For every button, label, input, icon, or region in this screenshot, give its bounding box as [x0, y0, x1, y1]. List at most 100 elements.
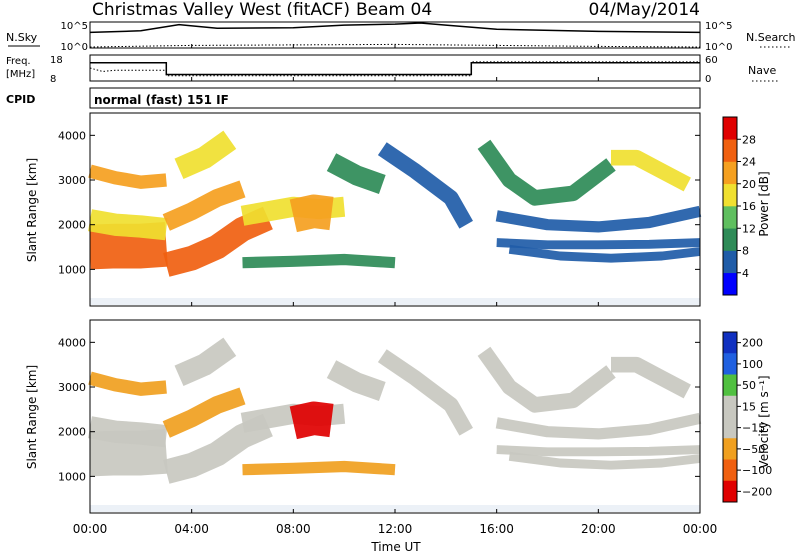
power-colorbar-segment — [723, 228, 737, 251]
velocity-colorbar-segment — [723, 480, 737, 503]
freq-tick-bottom: 8 — [50, 74, 56, 85]
echo-band-12 — [611, 149, 691, 192]
ytick-label: 1000 — [58, 470, 86, 483]
echo-band-0 — [89, 222, 168, 270]
velocity-colorbar: 200 100 50 15 −15 −50 −100 −200 Velocity [m s⁻¹… — [722, 331, 772, 503]
power-colorbar-segment — [723, 161, 737, 185]
sky-search-panel: N.Sky 10^5 10^0 10^5 10^0 N.Search — [6, 21, 796, 53]
power-colorbar-tick-label: 16 — [742, 200, 756, 213]
date-title: 04/May/2014 — [589, 0, 701, 20]
power-colorbar-segment — [723, 139, 737, 162]
velocity-colorbar-tick-label: 15 — [742, 400, 756, 413]
echo-band-10 — [377, 142, 473, 229]
echo-band-9 — [326, 360, 386, 401]
velocity-colorbar-tick-label: −50 — [742, 443, 765, 456]
echo-band-5 — [174, 130, 237, 180]
power-colorbar-tick-label: 12 — [742, 222, 756, 235]
echo-band-3 — [163, 413, 273, 484]
velocity-colorbar-tick-label: −15 — [742, 422, 765, 435]
freq-label: Freq. — [6, 56, 31, 67]
near-range-noise — [90, 298, 700, 305]
series-nave-line — [89, 61, 700, 77]
nsearch-label: N.Search — [746, 31, 796, 44]
station-title: Christmas Valley West (fitACF) — [92, 0, 350, 20]
echo-band-13 — [495, 205, 702, 233]
nsky-tick-bottom: 10^0 — [61, 42, 88, 53]
ytick-label: 1000 — [58, 263, 86, 276]
xtick-label: 20:00 — [581, 522, 616, 536]
velocity-colorbar-segment — [723, 459, 737, 482]
nsky-tick-top: 10^5 — [61, 21, 88, 32]
power-colorbar-label: Power [dB] — [757, 171, 771, 236]
velocity-colorbar-segment — [723, 353, 737, 375]
echo-band-11 — [477, 346, 616, 413]
velocity-colorbar-frame — [722, 331, 738, 503]
echo-band-1 — [88, 416, 168, 448]
echo-band-15 — [508, 244, 701, 263]
power-colorbar-segment — [723, 117, 737, 140]
echo-band-2 — [88, 164, 167, 189]
echo-band-14 — [496, 445, 701, 457]
power-colorbar-tick-label: 20 — [742, 178, 756, 191]
power-colorbar-tick-label: 28 — [742, 133, 756, 146]
echo-band-0 — [89, 429, 168, 477]
power-ylabel: Slant Range [km] — [25, 158, 39, 262]
freq-tick-top: 18 — [50, 55, 63, 66]
power-colorbar-segment — [723, 183, 737, 207]
echo-band-15 — [508, 451, 701, 470]
echo-band-3 — [163, 206, 273, 277]
echo-band-10 — [377, 349, 473, 436]
echo-band-1 — [88, 209, 168, 241]
velocity-colorbar-tick-label: 50 — [742, 379, 756, 392]
nsearch-tick-bottom: 10^0 — [705, 42, 732, 53]
echo-band-7 — [242, 460, 396, 476]
echo-band-4 — [162, 387, 246, 438]
velocity-ylabel: Slant Range [km] — [25, 365, 39, 469]
velocity-colorbar-segment — [723, 438, 737, 460]
ytick-label: 2000 — [58, 219, 86, 232]
ytick-label: 4000 — [58, 129, 86, 142]
power-colorbar-tick-label: 24 — [742, 156, 756, 169]
power-colorbar: 28 24 20 16 12 8 4 Power [dB] — [722, 116, 771, 296]
series-nsky-line — [89, 22, 701, 34]
echo-band-5 — [174, 337, 237, 387]
power-colorbar-segment — [723, 272, 737, 296]
velocity-colorbar-segment — [723, 332, 737, 354]
velocity-colorbar-segment — [723, 395, 737, 418]
power-panel: Slant Range [km] 4000 3000 2000 1000 — [25, 112, 702, 307]
echo-band-2 — [88, 371, 167, 396]
xtick-label: 08:00 — [276, 522, 311, 536]
echo-band-14 — [496, 238, 701, 250]
xtick-label: 00:00 — [73, 522, 108, 536]
velocity-colorbar-label: Velocity [m s⁻¹] — [757, 375, 771, 468]
velocity-colorbar-segment — [723, 417, 737, 439]
velocity-panel: Slant Range [km] 4000 3000 2000 1000 — [25, 319, 702, 514]
beam-title: Beam 04 — [356, 0, 432, 20]
near-range-noise — [90, 505, 700, 512]
freq-nave-panel: Freq. [MHz] 18 8 60 0 Nave — [6, 54, 780, 85]
series-freq-line — [90, 62, 700, 76]
power-colorbar-tick-label: 4 — [742, 267, 749, 280]
xtick-label: 00:00 — [683, 522, 718, 536]
echo-band-7 — [242, 253, 396, 269]
power-colorbar-segment — [723, 206, 737, 229]
velocity-colorbar-tick-label: −100 — [742, 464, 772, 477]
cpid-value: normal (fast) 151 IF — [94, 93, 229, 107]
echo-band-12 — [611, 356, 691, 399]
nave-label: Nave — [748, 64, 776, 77]
velocity-colorbar-tick-label: −200 — [742, 485, 772, 498]
ytick-label: 4000 — [58, 336, 86, 349]
ytick-label: 3000 — [58, 174, 86, 187]
freq-unit-label: [MHz] — [6, 69, 35, 80]
power-colorbar-segment — [723, 250, 737, 274]
xtick-label: 16:00 — [479, 522, 514, 536]
echo-band-4 — [162, 180, 246, 231]
power-colorbar-tick-label: 8 — [742, 245, 749, 258]
cpid-frame — [89, 87, 701, 109]
echo-band-8 — [289, 194, 334, 233]
ytick-label: 3000 — [58, 381, 86, 394]
velocity-colorbar-tick-label: 200 — [742, 337, 763, 350]
nave-tick-bottom: 0 — [705, 74, 711, 85]
xtick-label: 04:00 — [174, 522, 209, 536]
velocity-colorbar-tick-label: 100 — [742, 358, 763, 371]
